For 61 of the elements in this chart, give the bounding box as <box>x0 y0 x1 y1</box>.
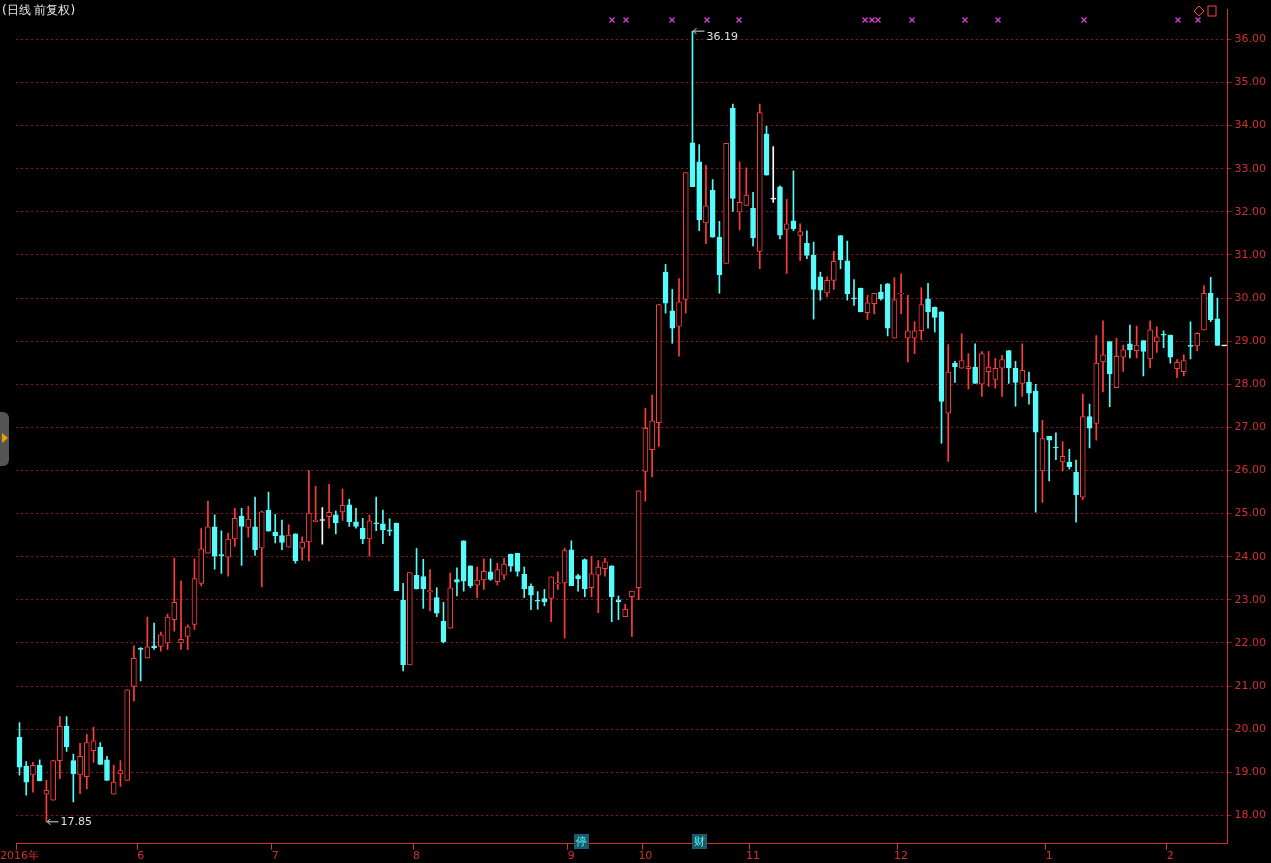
annotation: 36.19 <box>706 30 738 44</box>
y-tick-label: 30.00 <box>1234 290 1267 304</box>
candlestick <box>1046 436 1052 482</box>
candlestick <box>595 560 602 614</box>
y-tick-label: 36.00 <box>1234 32 1267 46</box>
y-tick-label: 21.00 <box>1234 678 1267 692</box>
x-tick-label: 2016年 <box>0 849 39 863</box>
candlestick <box>1053 432 1059 461</box>
candlestick <box>380 509 386 545</box>
y-tick-label: 25.00 <box>1234 506 1267 520</box>
candlestick <box>326 483 332 529</box>
x-tick-label: 7 <box>271 849 279 863</box>
y-tick-label: 31.00 <box>1234 247 1267 261</box>
y-tick-label: 19.00 <box>1234 765 1267 779</box>
y-tick-label: 26.00 <box>1234 463 1267 477</box>
x-tick-label: 10 <box>638 849 653 863</box>
x-tick-label: 11 <box>746 849 761 863</box>
annotation: 财 <box>692 834 707 849</box>
candlestick <box>555 571 561 590</box>
candlestick <box>905 295 911 363</box>
candlestick <box>575 574 581 592</box>
y-tick-label: 27.00 <box>1234 420 1267 434</box>
y-tick-label: 23.00 <box>1234 592 1267 606</box>
x-tick-label: 2 <box>1166 849 1174 863</box>
candlestick <box>629 590 635 637</box>
candlestick <box>171 557 178 632</box>
y-tick-label: 32.00 <box>1234 204 1267 218</box>
candlestick <box>1100 320 1106 393</box>
x-tick-label: 6 <box>137 849 145 863</box>
y-tick-label: 35.00 <box>1234 75 1267 89</box>
y-tick-label: 29.00 <box>1234 333 1267 347</box>
y-tick-label: 22.00 <box>1234 635 1267 649</box>
candlestick <box>1154 326 1160 353</box>
annotation: 17.85 <box>60 814 92 828</box>
candlestick <box>851 279 857 306</box>
candlestick <box>151 622 157 650</box>
candlestick <box>272 514 279 544</box>
candlestick <box>898 273 904 315</box>
candlestick <box>1019 343 1026 397</box>
x-tick-label: 9 <box>567 849 575 863</box>
candlestick <box>783 198 790 274</box>
x-tick-label: 8 <box>413 849 421 863</box>
x-tick-label: 12 <box>894 849 909 863</box>
y-tick-label: 24.00 <box>1234 549 1267 563</box>
x-tick-label: 1 <box>1045 849 1053 863</box>
chart-title: (日线 前复权) <box>2 2 76 19</box>
candlestick <box>373 496 380 532</box>
y-tick-label: 20.00 <box>1234 721 1267 735</box>
y-tick-label: 33.00 <box>1234 161 1267 175</box>
candlestick <box>1127 324 1133 359</box>
candlestick <box>703 164 709 245</box>
candlestick <box>178 580 184 650</box>
candlestick <box>534 591 541 610</box>
candlestick <box>770 146 777 203</box>
annotation: 停 <box>574 834 589 849</box>
y-tick-label: 28.00 <box>1234 377 1267 391</box>
candlestick <box>958 333 965 369</box>
y-tick-label: 34.00 <box>1234 118 1267 132</box>
y-tick-label: 18.00 <box>1234 808 1267 822</box>
candlestick <box>797 223 803 261</box>
candlestick <box>999 355 1005 397</box>
